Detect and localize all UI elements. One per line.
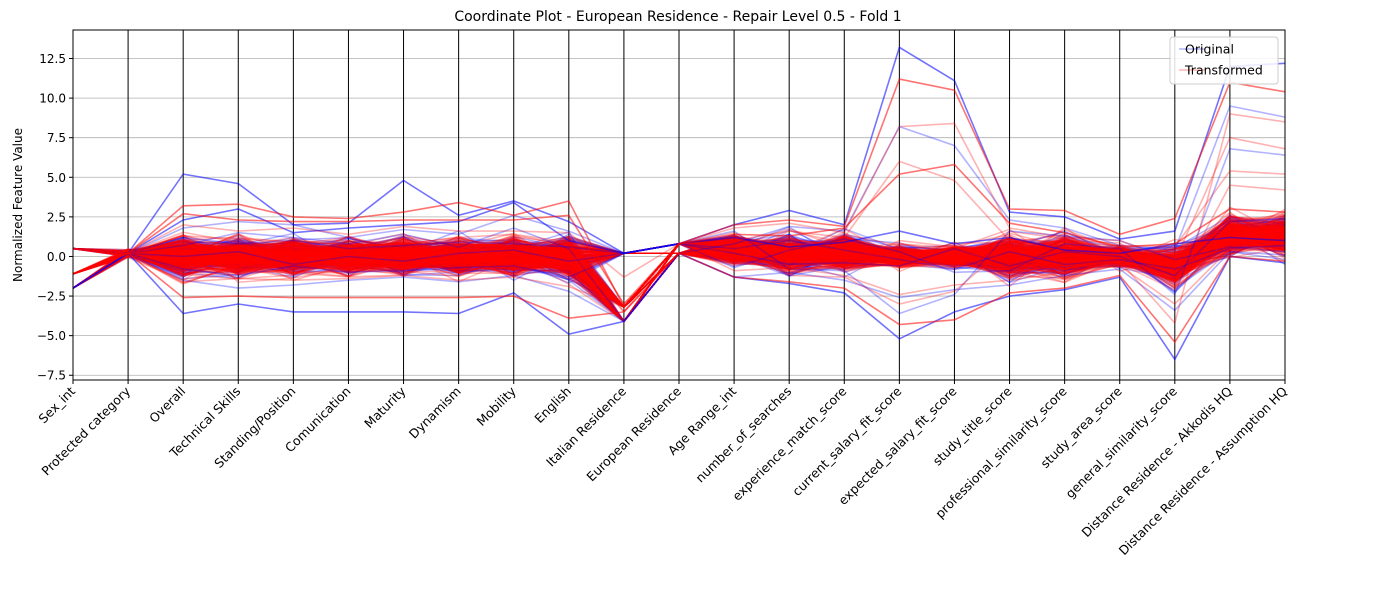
y-axis-ticks: −7.5 −5.0 −2.5 0.0 2.5 5.0 7.5 10.0 12.5 bbox=[37, 52, 73, 383]
chart-title: Coordinate Plot - European Residence - R… bbox=[454, 9, 901, 25]
y-tick-label: 7.5 bbox=[47, 131, 66, 145]
chart-legend: Original Transformed bbox=[1169, 36, 1279, 85]
transformed-line bbox=[72, 163, 1286, 306]
transformed-line bbox=[72, 252, 1286, 344]
legend-transformed-label: Transformed bbox=[1184, 63, 1263, 78]
transformed-line bbox=[72, 122, 1286, 279]
y-tick-label: 5.0 bbox=[47, 171, 66, 185]
y-tick-label: −5.0 bbox=[37, 329, 66, 343]
transformed-line bbox=[72, 227, 1286, 314]
data-lines bbox=[72, 46, 1286, 361]
transformed-line bbox=[72, 113, 1286, 325]
y-axis-label: Normalized Feature Value bbox=[11, 128, 25, 282]
legend-original-label: Original bbox=[1185, 42, 1234, 57]
y-tick-label: −2.5 bbox=[37, 290, 66, 304]
y-tick-label: −7.5 bbox=[37, 369, 66, 383]
transformed-line bbox=[72, 184, 1286, 306]
y-tick-label: 0.0 bbox=[47, 250, 66, 264]
y-tick-label: 10.0 bbox=[39, 92, 66, 106]
transformed-line bbox=[72, 160, 1286, 314]
transformed-line bbox=[72, 242, 1286, 309]
y-tick-label: 2.5 bbox=[47, 210, 66, 224]
y-tick-label: 12.5 bbox=[39, 52, 66, 66]
legend-box bbox=[1169, 36, 1279, 85]
